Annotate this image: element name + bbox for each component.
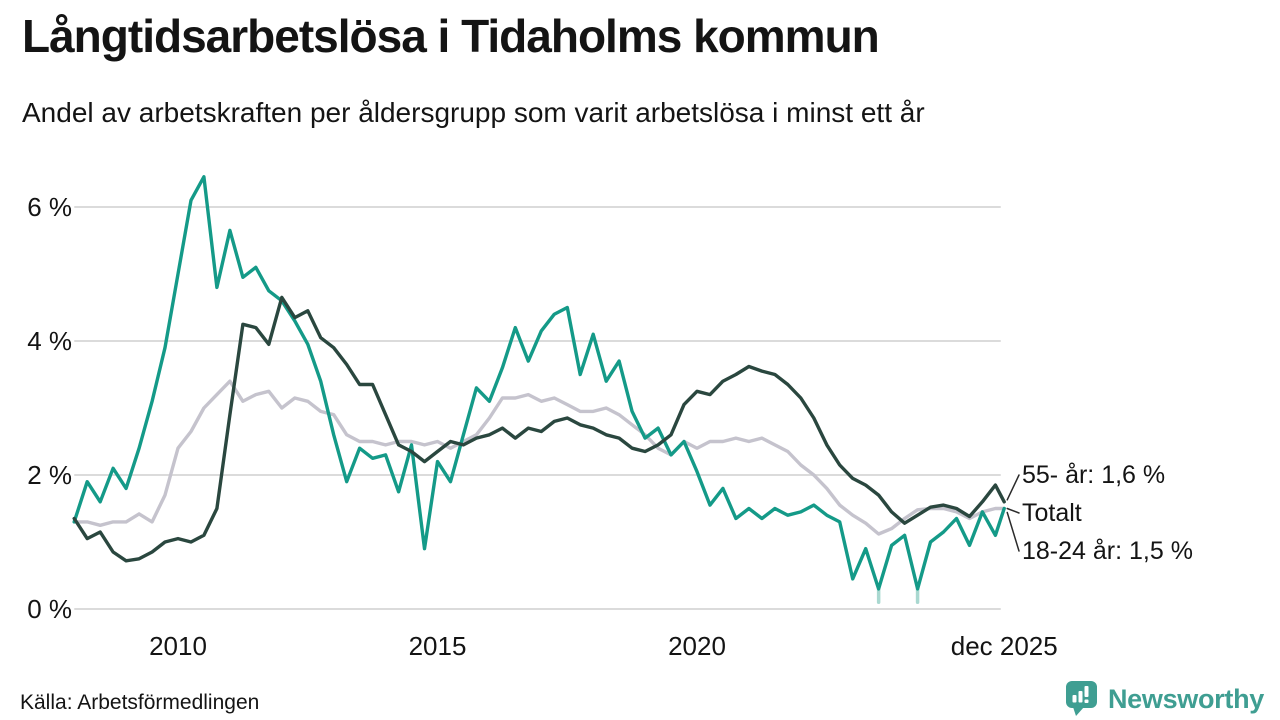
newsworthy-wordmark: Newsworthy	[1107, 683, 1264, 714]
chart-title: Långtidsarbetslösa i Tidaholms kommun	[22, 10, 880, 62]
y-axis-tick-label: 0 %	[27, 594, 72, 624]
series-line-55- år	[72, 295, 1006, 563]
series-line-18-24 år	[72, 175, 1006, 591]
series-label-55-ar: 55- år: 1,6 %	[1022, 461, 1166, 489]
x-axis-tick-label: dec 2025	[950, 631, 1058, 661]
series-line-Totalt	[72, 379, 1006, 536]
y-axis-tick-label: 4 %	[27, 326, 72, 356]
x-axis-tick-label: 2015	[408, 631, 467, 661]
x-axis-tick-label: 2010	[149, 631, 207, 661]
series-label-18-24-ar: 18-24 år: 1,5 %	[1022, 537, 1193, 565]
y-axis-tick-label: 2 %	[27, 460, 72, 490]
newsworthy-logo-icon	[1065, 681, 1097, 716]
newsworthy-logo-link[interactable]: Newsworthy	[1064, 680, 1264, 717]
chart-subtitle: Andel av arbetskraften per åldersgrupp s…	[22, 97, 925, 128]
series-label-totalt: Totalt	[1022, 499, 1082, 527]
source-note: Källa: Arbetsförmedlingen	[20, 691, 260, 714]
y-axis-tick-label: 6 %	[27, 192, 72, 222]
x-axis-tick-label: 2020	[668, 631, 726, 661]
